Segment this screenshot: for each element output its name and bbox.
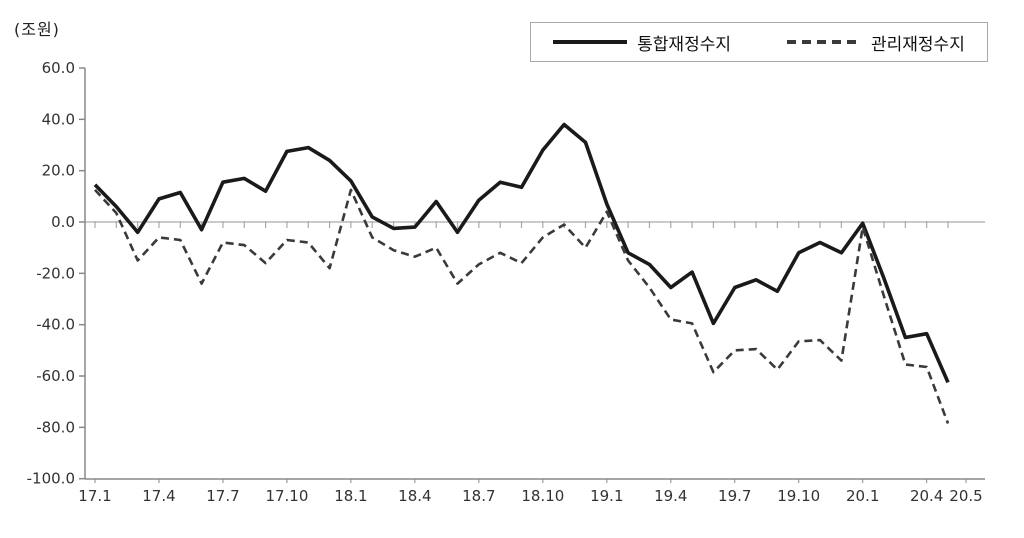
solid-line-swatch-icon xyxy=(553,40,628,44)
x-tick-label: 18.1 xyxy=(334,487,367,505)
x-tick-label: 17.10 xyxy=(265,487,308,505)
x-tick-label: 19.7 xyxy=(718,487,751,505)
y-tick-label: -20.0 xyxy=(36,264,75,282)
y-tick-label: 60.0 xyxy=(42,59,75,77)
y-tick-label: 0.0 xyxy=(51,213,75,231)
series-line-managed xyxy=(94,188,950,424)
x-tick-label: 20.5 xyxy=(949,487,982,505)
x-tick-label: 20.4 xyxy=(910,487,943,505)
x-tick-label: 19.4 xyxy=(654,487,687,505)
x-tick-label: 18.4 xyxy=(398,487,431,505)
y-tick-label: 20.0 xyxy=(42,162,75,180)
legend: 통합재정수지 관리재정수지 xyxy=(530,22,988,62)
legend-label-consolidated: 통합재정수지 xyxy=(637,34,731,55)
x-tick-label: 17.7 xyxy=(206,487,239,505)
y-tick-label: -100.0 xyxy=(27,470,75,488)
y-tick-label: 40.0 xyxy=(42,110,75,128)
x-tick-label: 18.7 xyxy=(462,487,495,505)
x-tick-label: 18.10 xyxy=(521,487,564,505)
dashed-line-swatch-icon xyxy=(787,40,861,44)
legend-item-consolidated: 통합재정수지 xyxy=(553,30,731,55)
series-line-consolidated xyxy=(93,122,950,384)
x-tick-label: 17.1 xyxy=(78,487,111,505)
legend-item-managed: 관리재정수지 xyxy=(787,30,965,55)
legend-label-managed: 관리재정수지 xyxy=(871,34,965,55)
x-tick-label: 19.1 xyxy=(590,487,623,505)
x-tick-label: 17.4 xyxy=(142,487,175,505)
x-tick-label: 19.10 xyxy=(777,487,820,505)
y-tick-label: -80.0 xyxy=(36,418,75,436)
y-axis-unit-label: (조원) xyxy=(14,20,60,39)
y-tick-label: -60.0 xyxy=(36,367,75,385)
y-tick-label: -40.0 xyxy=(36,316,75,334)
x-tick-label: 20.1 xyxy=(846,487,879,505)
